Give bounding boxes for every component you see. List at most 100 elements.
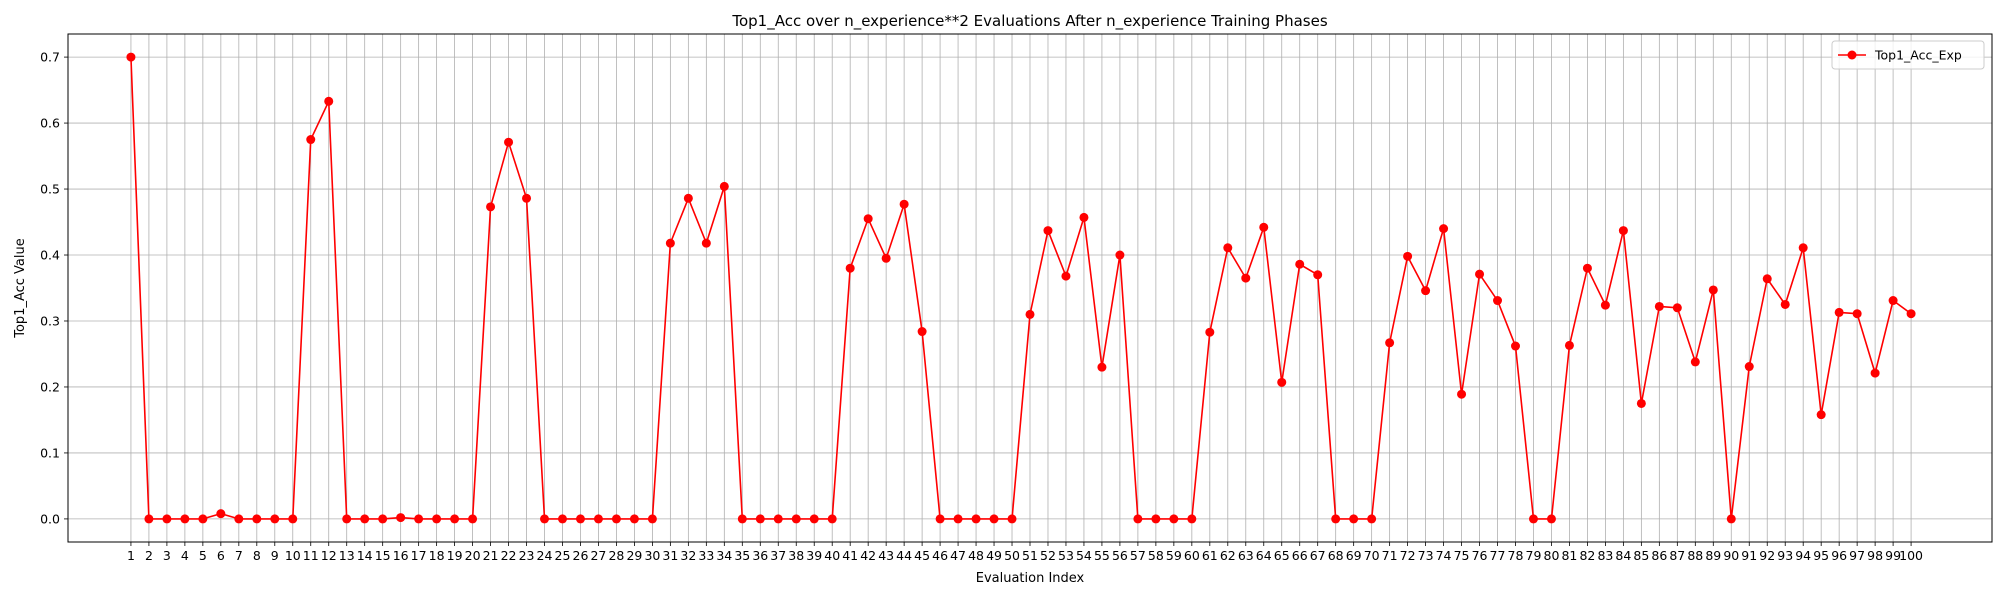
series-line [130,57,1912,520]
x-tick-label: 92 [1759,548,1775,563]
data-point [1475,269,1485,279]
x-tick-label: 9 [271,548,279,563]
x-tick-label: 23 [519,548,535,563]
x-tick-label: 12 [321,548,337,563]
data-point [1241,273,1251,283]
data-point [1546,514,1556,524]
data-point [629,514,639,524]
data-point [899,199,909,209]
data-point [611,514,621,524]
data-point [162,514,172,524]
x-tick-label: 4 [181,548,189,563]
data-point [1007,514,1017,524]
data-point [432,514,442,524]
x-tick-label: 16 [393,548,409,563]
x-tick-label: 55 [1094,548,1110,563]
data-point [270,514,280,524]
y-axis-label: Top1_Acc Value [13,238,28,339]
x-tick-label: 2 [145,548,153,563]
data-point [504,137,514,147]
data-point [1816,410,1826,420]
data-point [917,327,927,337]
data-point [1762,274,1772,284]
x-tick-label: 84 [1615,548,1631,563]
legend: Top1_Acc_Exp [1831,40,1985,70]
x-tick-label: 73 [1418,548,1434,563]
data-point [1133,514,1143,524]
x-tick-label: 94 [1795,548,1811,563]
data-point [1313,270,1323,280]
data-point [1708,285,1718,295]
x-tick-label: 5 [199,548,207,563]
x-tick-label: 45 [914,548,930,563]
data-point [1564,340,1574,350]
x-tick-label: 91 [1741,548,1757,563]
x-tick-label: 3 [163,548,171,563]
x-tick-label: 14 [357,548,373,563]
data-point [468,514,478,524]
data-point [1367,514,1377,524]
x-tick-label: 6 [217,548,225,563]
x-tick-label: 90 [1723,548,1739,563]
x-tick-label: 87 [1669,548,1685,563]
x-tick-label: 39 [806,548,822,563]
x-tick-label: 26 [573,548,589,563]
data-point [234,514,244,524]
x-tick-label: 49 [986,548,1002,563]
x-tick-label: 76 [1472,548,1488,563]
data-point [450,514,460,524]
data-point [1259,222,1269,232]
data-point [719,181,729,191]
x-tick-label: 62 [1220,548,1236,563]
data-point [378,514,388,524]
x-tick-label: 61 [1202,548,1218,563]
x-tick-label: 36 [752,548,768,563]
data-point [288,514,298,524]
x-tick-label: 34 [716,548,732,563]
y-tick-label: 0.7 [40,50,60,65]
data-point [1385,338,1395,348]
x-tick-label: 59 [1166,548,1182,563]
data-point [647,514,657,524]
x-tick-label: 27 [590,548,606,563]
x-tick-label: 72 [1400,548,1416,563]
data-point [1079,212,1089,222]
data-point [1223,243,1233,253]
x-tick-label: 19 [447,548,463,563]
data-point [1690,357,1700,367]
x-tick-label: 97 [1849,548,1865,563]
data-point [1043,226,1053,236]
x-tick-label: 89 [1705,548,1721,563]
x-tick-label: 11 [303,548,319,563]
x-tick-label: 20 [465,548,481,563]
x-tick-label: 13 [339,548,355,563]
data-point [1600,300,1610,310]
data-point [1421,286,1431,296]
x-tick-label: 21 [483,548,499,563]
data-point [1654,301,1664,311]
x-tick-label: 10 [285,548,301,563]
x-tick-label: 51 [1022,548,1038,563]
x-tick-label: 95 [1813,548,1829,563]
data-point [1061,271,1071,281]
x-tick-label: 1 [127,548,135,563]
data-point [971,514,981,524]
x-tick-label: 28 [608,548,624,563]
data-point [396,513,406,523]
data-point [522,193,532,203]
x-tick-label: 58 [1148,548,1164,563]
data-point [1295,259,1305,269]
x-tick-label: 48 [968,548,984,563]
data-point [1744,362,1754,372]
x-tick-label: 99 [1885,548,1901,563]
x-tick-label: 83 [1597,548,1613,563]
x-tick-label: 93 [1777,548,1793,563]
x-tick-label: 88 [1687,548,1703,563]
y-tick-label: 0.0 [40,511,60,526]
data-point [809,514,819,524]
data-point [1528,514,1538,524]
x-tick-label: 41 [842,548,858,563]
y-axis-ticks: 0.0 0.1 0.2 0.3 0.4 0.5 0.6 0.7 [40,50,68,526]
data-point [773,514,783,524]
data-point [144,514,154,524]
